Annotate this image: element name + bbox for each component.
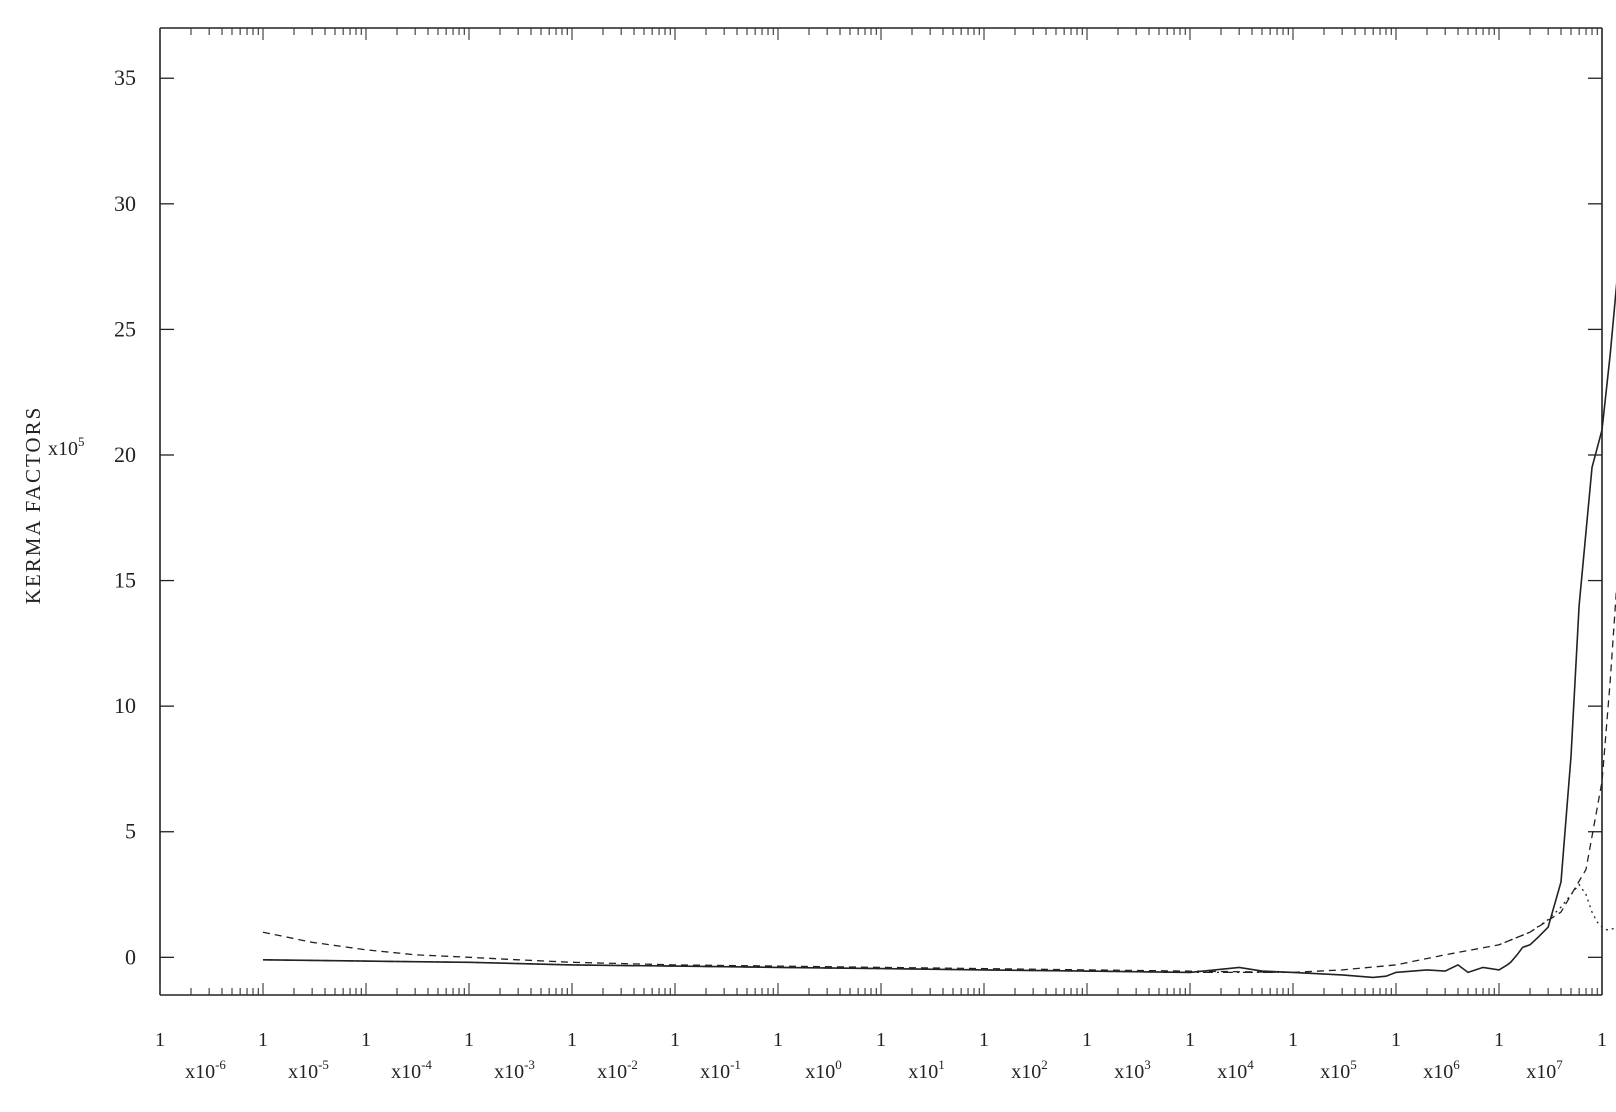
x-tick-multiplier: x10-1	[700, 1057, 741, 1083]
x-tick-mantissa: 1	[1185, 1029, 1195, 1051]
y-tick-label: 25	[114, 316, 136, 341]
x-tick-mantissa: 1	[258, 1029, 268, 1051]
y-axis: 0 5 10 15 20 25 30 35	[114, 65, 1602, 969]
x-tick-mantissa: 1	[670, 1029, 680, 1051]
series-line-dotted	[1498, 883, 1616, 946]
x-tick-multiplier: x104	[1217, 1057, 1254, 1083]
y-multiplier-base: x10	[48, 438, 78, 460]
x-tick-multiplier: x106	[1423, 1057, 1460, 1083]
x-tick-mantissa: 1	[1597, 1029, 1607, 1051]
x-tick-multiplier: x100	[805, 1057, 842, 1083]
x-axis: 1 1 1 1 1 1 1 1 1 1 1 1 1 1 1 x10-6 x10-5 x10-4 x10-3 x10-2…	[155, 1029, 1607, 1083]
x-tick-multiplier: x103	[1114, 1057, 1151, 1083]
y-tick-label: 35	[114, 65, 136, 90]
x-tick-mantissa: 1	[567, 1029, 577, 1051]
x-tick-mantissa: 1	[361, 1029, 371, 1051]
x-tick-multiplier: x10-6	[185, 1057, 226, 1083]
series-line-dashdot	[262, 959, 1293, 974]
y-axis-label: KERMA FACTORS	[21, 406, 45, 605]
y-tick-label: 10	[114, 693, 136, 718]
y-axis-title: KERMA FACTORS x105	[21, 406, 85, 605]
x-tick-mantissa: 1	[155, 1029, 165, 1051]
series-line-solid	[262, 282, 1616, 979]
plot-frame	[159, 27, 1603, 996]
x-tick-mantissa: 1	[1391, 1029, 1401, 1051]
x-tick-mantissa: 1	[773, 1029, 783, 1051]
x-tick-multiplier: x10-2	[597, 1057, 638, 1083]
y-tick-label: 0	[125, 944, 136, 969]
series-layer	[262, 282, 1616, 979]
x-tick-mantissa: 1	[876, 1029, 886, 1051]
x-tick-multiplier: x10-5	[288, 1057, 329, 1083]
x-tick-mantissa: 1	[979, 1029, 989, 1051]
x-tick-multiplier: x101	[908, 1057, 945, 1083]
x-tick-mantissa: 1	[464, 1029, 474, 1051]
x-tick-multiplier: x107	[1526, 1057, 1563, 1083]
y-multiplier-exp: 5	[78, 434, 85, 449]
y-tick-label: 5	[125, 819, 136, 844]
y-tick-label: 15	[114, 568, 136, 593]
y-axis-multiplier: x105	[48, 434, 85, 460]
y-tick-label: 30	[114, 191, 136, 216]
x-tick-multiplier: x10-3	[494, 1057, 535, 1083]
x-tick-mantissa: 1	[1494, 1029, 1504, 1051]
x-tick-mantissa: 1	[1288, 1029, 1298, 1051]
x-tick-multiplier: x102	[1011, 1057, 1048, 1083]
x-tick-multiplier: x10-4	[391, 1057, 432, 1083]
y-tick-label: 20	[114, 442, 136, 467]
minor-ticks	[159, 28, 1598, 995]
x-tick-multiplier: x105	[1320, 1057, 1357, 1083]
x-tick-mantissa: 1	[1082, 1029, 1092, 1051]
series-line-dashed	[262, 587, 1616, 974]
